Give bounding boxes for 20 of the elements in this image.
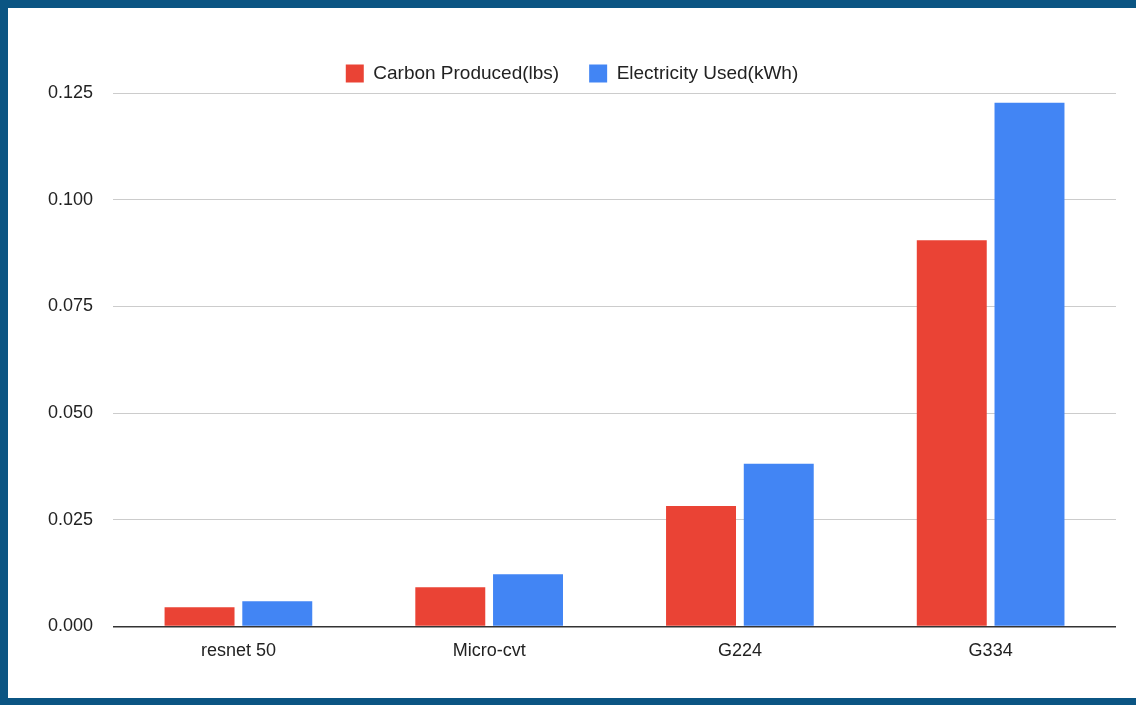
x-tick-label: G334 [968,640,1013,661]
x-tick-label: G224 [717,640,762,661]
legend-label: Carbon Produced(lbs) [373,61,560,83]
bar [493,574,563,626]
bar [916,240,987,626]
bar [415,587,486,626]
y-tick-label: 0.075 [48,295,94,316]
x-tick-label: Micro-cvt [452,640,526,661]
bar [994,102,1065,626]
bar [164,607,235,626]
y-tick-label: 0.025 [48,508,94,529]
bar [666,506,737,626]
y-tick-label: 0.100 [48,188,94,209]
y-tick-label: 0.125 [48,81,94,102]
bar [242,601,313,626]
x-tick-label: resnet 50 [200,640,276,661]
y-tick-label: 0.000 [48,615,94,636]
legend-label: Electricity Used(kWh) [616,61,799,83]
y-tick-label: 0.050 [48,402,94,423]
bar [743,463,814,626]
